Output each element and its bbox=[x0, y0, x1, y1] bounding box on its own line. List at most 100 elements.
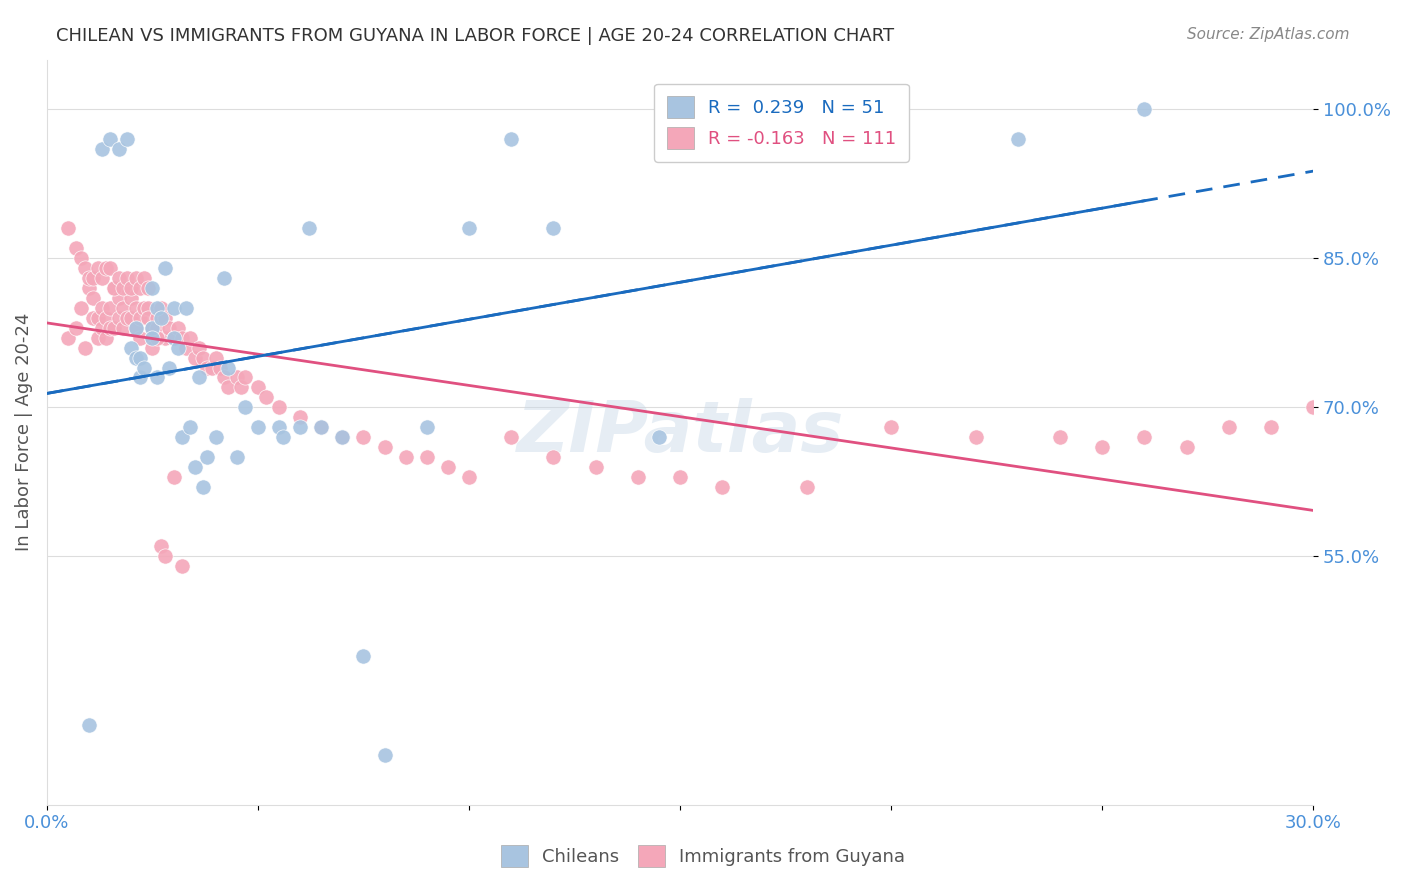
Point bbox=[86, 261, 108, 276]
Point bbox=[69, 252, 91, 266]
Point bbox=[162, 470, 184, 484]
Point bbox=[111, 301, 134, 315]
Point bbox=[162, 331, 184, 345]
Point bbox=[149, 540, 172, 554]
Point bbox=[141, 321, 163, 335]
Point bbox=[90, 142, 112, 156]
Point bbox=[98, 261, 121, 276]
Point bbox=[416, 450, 439, 464]
Point bbox=[200, 360, 222, 375]
Point bbox=[162, 331, 184, 345]
Point bbox=[204, 430, 226, 444]
Point bbox=[90, 321, 112, 335]
Point bbox=[77, 281, 100, 295]
Point bbox=[94, 261, 117, 276]
Point bbox=[170, 559, 193, 574]
Point bbox=[157, 360, 180, 375]
Point bbox=[86, 310, 108, 325]
Point bbox=[82, 291, 104, 305]
Point bbox=[796, 480, 818, 494]
Point bbox=[145, 370, 167, 384]
Point bbox=[145, 310, 167, 325]
Point bbox=[225, 370, 247, 384]
Point bbox=[128, 281, 150, 295]
Point bbox=[120, 281, 142, 295]
Point bbox=[204, 351, 226, 365]
Point bbox=[145, 331, 167, 345]
Point bbox=[174, 301, 197, 315]
Point bbox=[77, 718, 100, 732]
Point bbox=[141, 331, 163, 345]
Point bbox=[1133, 430, 1156, 444]
Point bbox=[136, 301, 159, 315]
Point bbox=[174, 341, 197, 355]
Point bbox=[145, 301, 167, 315]
Point bbox=[65, 321, 87, 335]
Point bbox=[103, 321, 125, 335]
Point bbox=[217, 380, 239, 394]
Point bbox=[332, 430, 354, 444]
Point bbox=[141, 331, 163, 345]
Point bbox=[648, 430, 671, 444]
Point bbox=[65, 241, 87, 255]
Point bbox=[82, 310, 104, 325]
Point bbox=[77, 271, 100, 285]
Point bbox=[98, 301, 121, 315]
Point bbox=[1302, 401, 1324, 415]
Point bbox=[94, 331, 117, 345]
Point bbox=[179, 331, 201, 345]
Point bbox=[246, 420, 269, 434]
Point bbox=[585, 459, 607, 474]
Point bbox=[838, 132, 860, 146]
Point bbox=[711, 480, 734, 494]
Point bbox=[311, 420, 333, 434]
Point bbox=[1218, 420, 1240, 434]
Point bbox=[965, 430, 987, 444]
Point bbox=[1133, 103, 1156, 117]
Point bbox=[98, 132, 121, 146]
Point bbox=[111, 281, 134, 295]
Point bbox=[297, 221, 319, 235]
Point bbox=[187, 341, 209, 355]
Point bbox=[120, 310, 142, 325]
Point bbox=[374, 440, 396, 454]
Point bbox=[73, 341, 96, 355]
Point bbox=[90, 271, 112, 285]
Point bbox=[353, 648, 375, 663]
Point bbox=[124, 271, 146, 285]
Point bbox=[141, 341, 163, 355]
Point bbox=[141, 281, 163, 295]
Point bbox=[107, 271, 129, 285]
Point bbox=[157, 321, 180, 335]
Point bbox=[233, 370, 256, 384]
Text: Source: ZipAtlas.com: Source: ZipAtlas.com bbox=[1187, 27, 1350, 42]
Point bbox=[153, 331, 176, 345]
Point bbox=[353, 430, 375, 444]
Text: CHILEAN VS IMMIGRANTS FROM GUYANA IN LABOR FORCE | AGE 20-24 CORRELATION CHART: CHILEAN VS IMMIGRANTS FROM GUYANA IN LAB… bbox=[56, 27, 894, 45]
Point bbox=[166, 321, 188, 335]
Point bbox=[395, 450, 418, 464]
Point bbox=[141, 321, 163, 335]
Point bbox=[332, 430, 354, 444]
Point bbox=[124, 351, 146, 365]
Point bbox=[166, 341, 188, 355]
Point bbox=[73, 261, 96, 276]
Point bbox=[115, 281, 138, 295]
Point bbox=[82, 271, 104, 285]
Point bbox=[132, 301, 155, 315]
Point bbox=[120, 291, 142, 305]
Point bbox=[86, 331, 108, 345]
Point bbox=[195, 360, 218, 375]
Point bbox=[267, 420, 290, 434]
Point bbox=[183, 459, 205, 474]
Point bbox=[669, 470, 692, 484]
Point bbox=[212, 271, 235, 285]
Point bbox=[136, 281, 159, 295]
Point bbox=[124, 321, 146, 335]
Point bbox=[124, 301, 146, 315]
Point bbox=[132, 271, 155, 285]
Point bbox=[128, 370, 150, 384]
Legend: Chileans, Immigrants from Guyana: Chileans, Immigrants from Guyana bbox=[494, 838, 912, 874]
Point bbox=[124, 321, 146, 335]
Point bbox=[458, 470, 481, 484]
